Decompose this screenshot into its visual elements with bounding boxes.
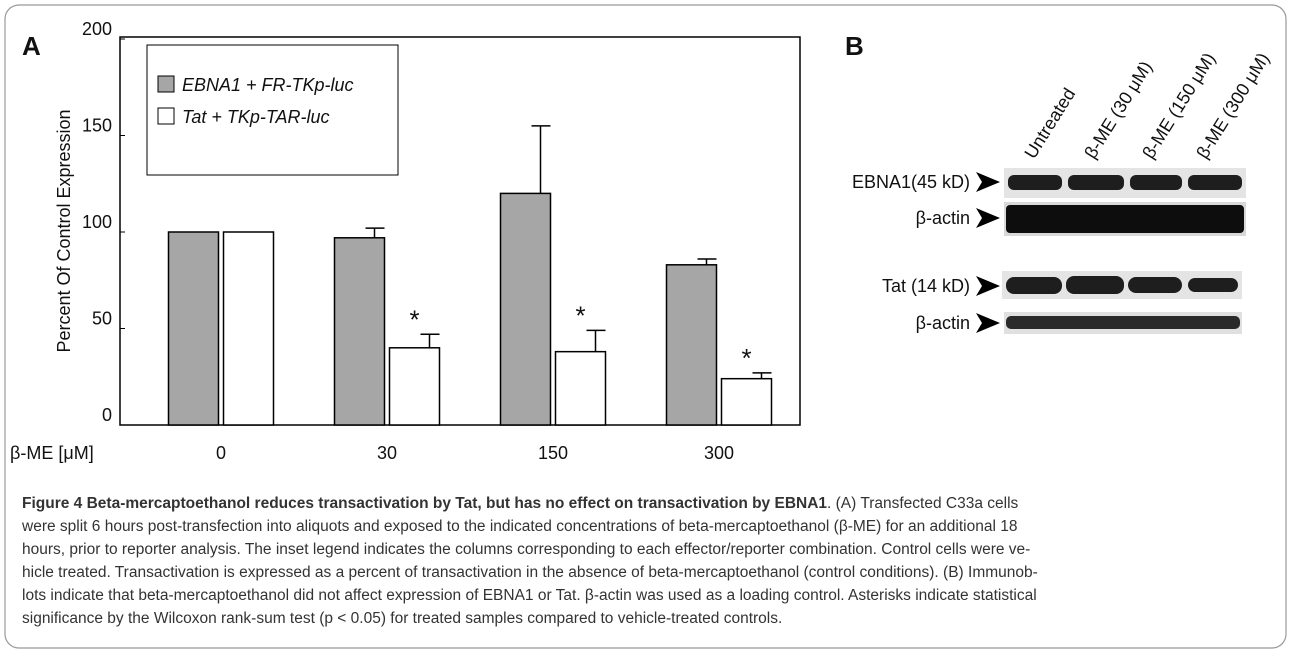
band xyxy=(1006,316,1240,329)
caption-text: were split 6 hours post-transfection int… xyxy=(21,518,1017,535)
arrowhead xyxy=(976,208,1000,228)
bar xyxy=(556,352,606,425)
x-tick-label: 30 xyxy=(377,443,397,463)
band xyxy=(1006,205,1244,233)
band xyxy=(1128,277,1182,293)
caption-text: lots indicate that beta-mercaptoethanol … xyxy=(22,587,1037,604)
y-tick-label: 100 xyxy=(82,212,112,232)
band xyxy=(1066,276,1124,294)
caption-text: significance by the Wilcoxon rank-sum te… xyxy=(22,610,782,627)
error-bar xyxy=(753,373,772,379)
y-tick-label: 200 xyxy=(82,19,112,39)
legend-swatch xyxy=(158,108,174,124)
bar xyxy=(390,348,440,425)
band xyxy=(1188,175,1242,190)
bar xyxy=(722,379,772,425)
lane-label: Untreated xyxy=(1020,84,1079,162)
error-bar xyxy=(421,334,440,348)
panel-label: A xyxy=(22,31,41,61)
row-label: β-actin xyxy=(916,313,970,333)
band xyxy=(1068,175,1124,190)
caption-line: hours, prior to reporter analysis. The i… xyxy=(22,541,1030,558)
error-bar xyxy=(532,126,551,194)
error-bar xyxy=(366,228,385,238)
caption-text: hours, prior to reporter analysis. The i… xyxy=(22,541,1030,558)
caption-heading: Figure 4 Beta-mercaptoethanol reduces tr… xyxy=(22,495,827,512)
legend-label: EBNA1 + FR-TKp-luc xyxy=(182,75,354,95)
band xyxy=(1006,277,1062,294)
caption-text: hicle treated. Transactivation is expres… xyxy=(22,564,1038,581)
y-tick-label: 150 xyxy=(82,116,112,136)
panel-label: B xyxy=(845,31,864,61)
blots xyxy=(976,168,1246,334)
error-bar xyxy=(698,259,717,265)
arrowhead xyxy=(976,172,1000,192)
row-label: β-actin xyxy=(916,208,970,228)
band xyxy=(1188,278,1238,292)
significance-mark: * xyxy=(741,343,751,373)
error-bar xyxy=(587,330,606,351)
bar xyxy=(335,238,385,425)
significance-mark: * xyxy=(409,304,419,334)
y-tick-label: 0 xyxy=(102,405,112,425)
caption-line: Figure 4 Beta-mercaptoethanol reduces tr… xyxy=(22,495,1019,512)
x-tick-label: 150 xyxy=(538,443,568,463)
significance-mark: * xyxy=(575,300,585,330)
legend-swatch xyxy=(158,76,174,92)
arrowhead xyxy=(976,313,1000,333)
bar xyxy=(169,232,219,425)
caption-line: were split 6 hours post-transfection int… xyxy=(21,518,1017,535)
caption-line: lots indicate that beta-mercaptoethanol … xyxy=(22,587,1037,604)
caption-text: . (A) Transfected C33a cells xyxy=(827,495,1018,512)
x-tick-label: 300 xyxy=(704,443,734,463)
bar xyxy=(224,232,274,425)
bar xyxy=(501,193,551,425)
arrowhead xyxy=(976,276,1000,296)
row-label: Tat (14 kD) xyxy=(882,276,970,296)
caption-line: hicle treated. Transactivation is expres… xyxy=(22,564,1038,581)
caption-line: significance by the Wilcoxon rank-sum te… xyxy=(22,610,782,627)
band xyxy=(1008,175,1062,190)
legend-label: Tat + TKp-TAR-luc xyxy=(182,107,330,127)
band xyxy=(1130,175,1182,190)
bar xyxy=(667,265,717,425)
row-label: EBNA1(45 kD) xyxy=(852,172,970,192)
x-axis-label: β-ME [μM] xyxy=(10,443,94,463)
x-tick-label: 0 xyxy=(216,443,226,463)
figure: A B Percent Of Control Expression β-ME [… xyxy=(0,0,1292,655)
y-axis-label: Percent Of Control Expression xyxy=(54,109,74,352)
y-tick-label: 50 xyxy=(92,309,112,329)
